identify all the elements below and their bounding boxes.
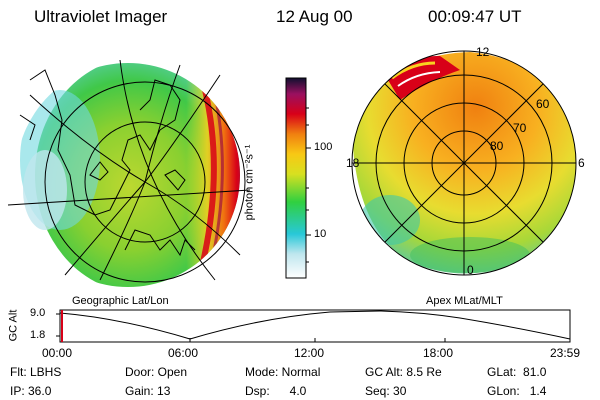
alt-xtick-1800: 18:00	[423, 346, 454, 360]
alt-ytick-high: 9.0	[30, 307, 46, 319]
time-label: 00:09:47 UT	[428, 7, 522, 26]
status-seq: Seq: 30	[365, 384, 407, 398]
right-panel-caption: Apex MLat/MLT	[426, 295, 503, 307]
colorbar-tick-100: 100	[314, 141, 333, 153]
altitude-strip	[56, 309, 571, 343]
mlt-label-left: 18	[346, 156, 360, 170]
status-dsp: Dsp: 4.0	[245, 384, 307, 398]
status-filter: Flt: LBHS	[10, 365, 62, 379]
status-glat: GLat: 81.0	[487, 365, 547, 379]
status-mode: Mode: Normal	[245, 365, 321, 379]
alt-xtick-2359: 23:59	[550, 346, 581, 360]
geographic-image	[7, 59, 251, 287]
left-panel-caption: Geographic Lat/Lon	[72, 295, 169, 307]
mlat-label-80: 80	[490, 139, 504, 153]
alt-ytick-low: 1.8	[30, 329, 46, 341]
coastlines	[19, 69, 196, 257]
colorbar-unit-label: photon cm⁻²s⁻¹	[243, 144, 256, 221]
apex-grid	[351, 50, 577, 276]
alt-strip-ylabel: GC Alt	[7, 309, 20, 342]
status-glon: GLon: 1.4	[487, 384, 547, 398]
mlt-label-right: 6	[578, 156, 585, 170]
status-gain: Gain: 13	[125, 384, 171, 398]
colorbar-tick-10: 10	[314, 228, 327, 240]
alt-xtick-0000: 00:00	[42, 346, 73, 360]
status-gc-alt: GC Alt: 8.5 Re	[365, 365, 442, 379]
apex-image	[351, 50, 577, 276]
mlt-label-bottom: 0	[467, 263, 474, 277]
mlt-label-top: 12	[476, 45, 490, 59]
status-door: Door: Open	[125, 365, 188, 379]
mlat-label-70: 70	[513, 121, 527, 135]
alt-xtick-0600: 06:00	[168, 346, 199, 360]
mlat-label-60: 60	[536, 97, 550, 111]
alt-xtick-1200: 12:00	[294, 346, 325, 360]
status-ip: IP: 36.0	[10, 384, 52, 398]
colorbar	[285, 77, 311, 279]
date-label: 12 Aug 00	[276, 7, 353, 26]
geo-grid	[7, 59, 251, 283]
instrument-title: Ultraviolet Imager	[34, 7, 168, 26]
